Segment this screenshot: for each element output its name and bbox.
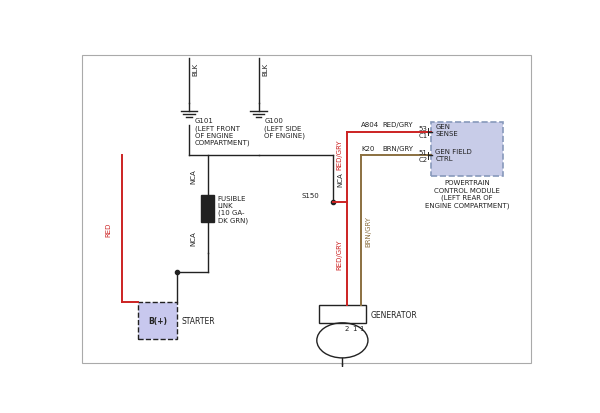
Text: S150: S150 — [301, 192, 319, 198]
Text: 53: 53 — [419, 126, 427, 131]
Bar — [319, 306, 365, 323]
Text: NCA: NCA — [338, 172, 344, 187]
Text: GEN FIELD
CTRL: GEN FIELD CTRL — [436, 149, 472, 162]
Text: B(+): B(+) — [148, 316, 167, 325]
Text: BLK: BLK — [262, 62, 268, 76]
Bar — [138, 302, 178, 339]
Text: NCA: NCA — [190, 169, 196, 183]
Text: C1: C1 — [418, 133, 427, 139]
Text: A804: A804 — [361, 121, 379, 128]
Text: G101
(LEFT FRONT
OF ENGINE
COMPARTMENT): G101 (LEFT FRONT OF ENGINE COMPARTMENT) — [194, 118, 250, 146]
Text: BRN/GRY: BRN/GRY — [365, 215, 371, 246]
Bar — [201, 196, 214, 223]
Text: FUSIBLE
LINK
(10 GA-
DK GRN): FUSIBLE LINK (10 GA- DK GRN) — [218, 195, 248, 223]
Text: GENERATOR: GENERATOR — [370, 310, 417, 319]
Text: RED/GRY: RED/GRY — [382, 121, 413, 128]
Text: 1: 1 — [359, 325, 363, 332]
Text: 51: 51 — [419, 149, 427, 155]
Text: RED/GRY: RED/GRY — [337, 139, 343, 170]
Text: BRN/GRY: BRN/GRY — [382, 145, 413, 152]
Text: G100
(LEFT SIDE
OF ENGINE): G100 (LEFT SIDE OF ENGINE) — [264, 118, 305, 139]
Text: GEN
SENSE: GEN SENSE — [436, 124, 458, 137]
Text: RED: RED — [105, 222, 111, 236]
Text: K20: K20 — [361, 145, 374, 152]
Bar — [431, 123, 503, 177]
Text: NCA: NCA — [190, 230, 196, 245]
Text: 1: 1 — [352, 325, 356, 332]
Text: POWERTRAIN
CONTROL MODULE
(LEFT REAR OF
ENGINE COMPARTMENT): POWERTRAIN CONTROL MODULE (LEFT REAR OF … — [425, 180, 509, 209]
Text: RED/GRY: RED/GRY — [337, 239, 343, 269]
Text: STARTER: STARTER — [182, 316, 215, 325]
Text: 2: 2 — [345, 325, 349, 332]
Text: BLK: BLK — [192, 62, 198, 76]
Text: C2: C2 — [418, 157, 427, 163]
